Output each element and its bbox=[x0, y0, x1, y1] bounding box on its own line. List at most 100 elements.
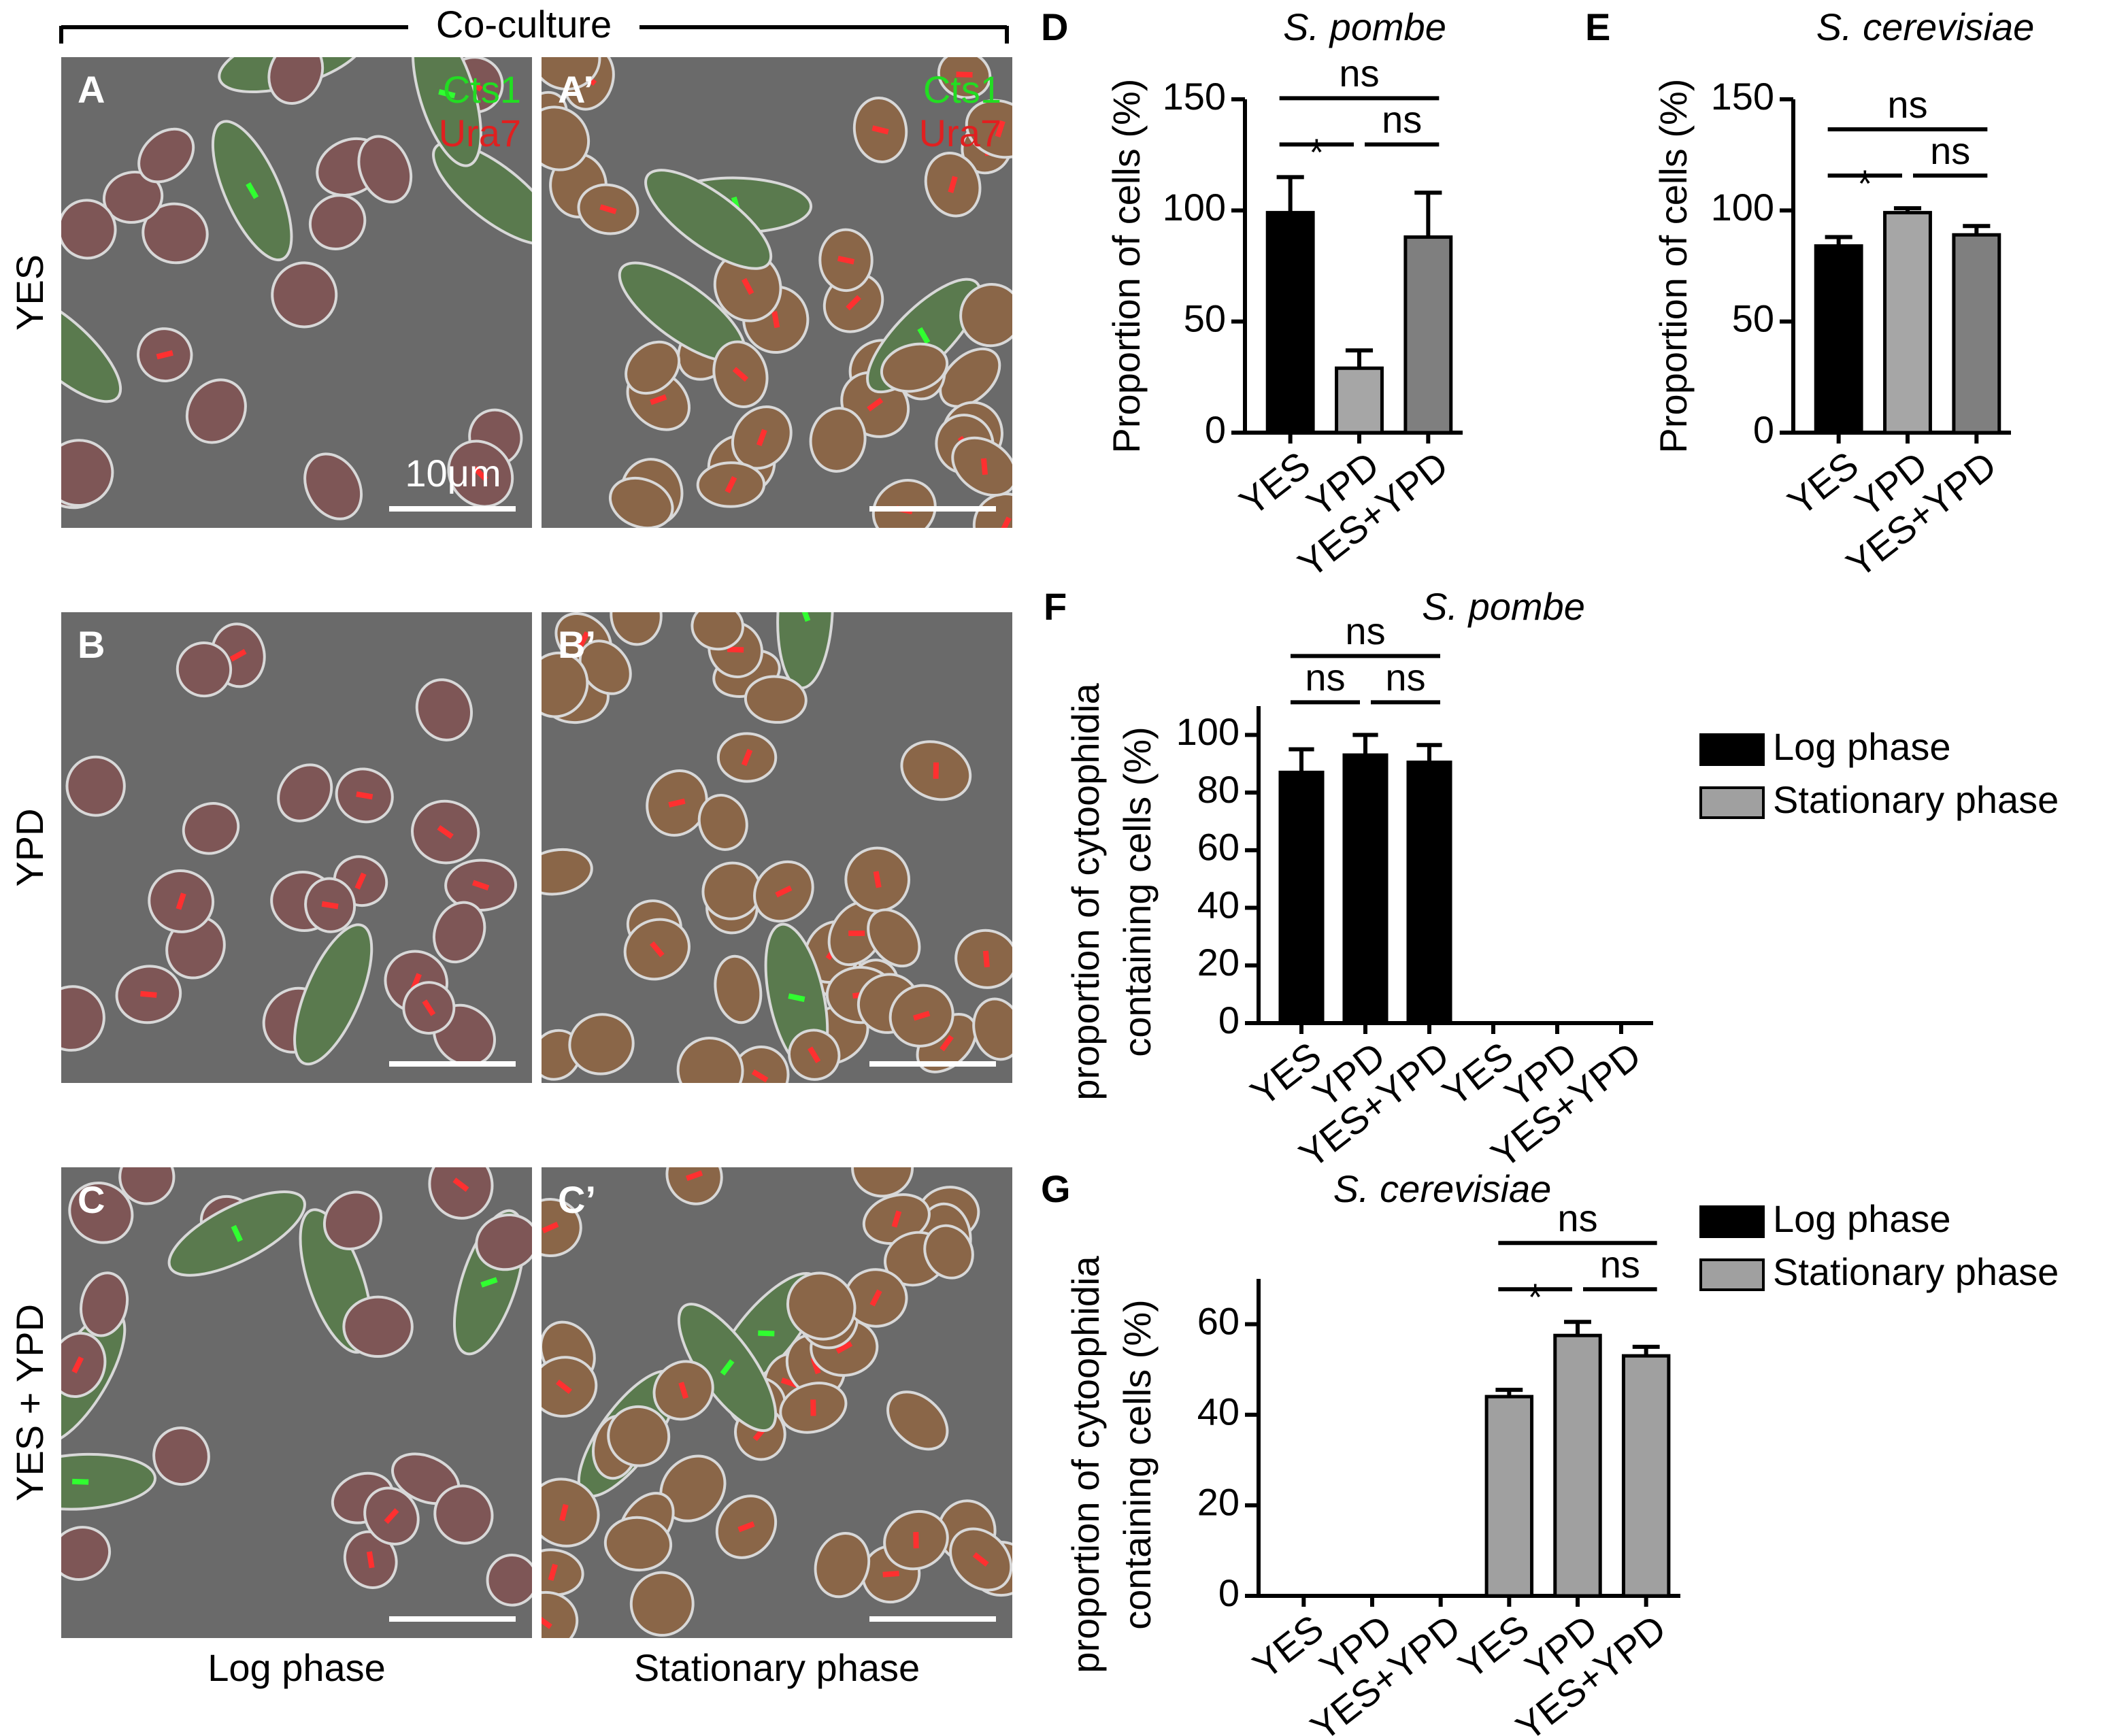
cytoophidium bbox=[848, 930, 865, 936]
cytoophidium bbox=[982, 950, 990, 968]
cytoophidium bbox=[650, 394, 667, 405]
significance-label: ns bbox=[1930, 129, 1970, 172]
y-tick-label: 50 bbox=[1184, 297, 1226, 339]
cell bbox=[959, 283, 1012, 348]
y-tick-label: 40 bbox=[1197, 883, 1240, 926]
cytoophidium bbox=[913, 1010, 931, 1021]
column-label: Log phase bbox=[207, 1646, 386, 1689]
y-tick-label: 60 bbox=[1197, 1299, 1240, 1342]
x-tick-label: YES bbox=[1245, 1606, 1331, 1687]
cell bbox=[744, 675, 808, 724]
y-axis-label: proportion of cytoophidia bbox=[1064, 1256, 1107, 1673]
micrograph: C’ bbox=[542, 1167, 1012, 1638]
y-axis-label: Proportion of cells (%) bbox=[1105, 79, 1148, 454]
cytoophidium bbox=[384, 1508, 399, 1524]
cytoophidium bbox=[913, 1532, 919, 1549]
cytoophidium bbox=[741, 748, 753, 767]
cell bbox=[880, 342, 949, 393]
cell bbox=[185, 378, 247, 444]
cytoophidium bbox=[72, 1478, 89, 1485]
cell bbox=[80, 1271, 129, 1337]
cytoophidium bbox=[917, 327, 931, 344]
cell bbox=[142, 202, 209, 265]
cell bbox=[176, 641, 233, 698]
cytoophidium bbox=[758, 1330, 775, 1337]
bar bbox=[1553, 1333, 1602, 1598]
y-tick-label: 80 bbox=[1197, 768, 1240, 811]
cytoophidium bbox=[156, 350, 173, 360]
cytoophidium bbox=[788, 993, 805, 1003]
significance-label: ns bbox=[1887, 83, 1927, 126]
cytoophidium bbox=[452, 1178, 469, 1192]
cell bbox=[814, 1531, 871, 1599]
cell bbox=[433, 1484, 494, 1545]
micrograph-bg bbox=[61, 1167, 532, 1638]
significance-label: * bbox=[1309, 131, 1324, 173]
cytoophidium bbox=[810, 1399, 816, 1416]
cytoophidium bbox=[422, 999, 436, 1016]
chart-title: S. cerevisiae bbox=[1333, 1167, 1552, 1210]
row-label: YPD bbox=[8, 808, 51, 886]
bar bbox=[1265, 211, 1315, 435]
cells bbox=[61, 1167, 532, 1607]
cytoophidium bbox=[480, 1277, 498, 1288]
cell bbox=[415, 678, 473, 741]
micrograph: B’ bbox=[542, 612, 1012, 1083]
y-tick-label: 100 bbox=[1176, 710, 1240, 753]
cell bbox=[271, 261, 338, 329]
panel-letter: C bbox=[78, 1178, 105, 1221]
cell bbox=[714, 954, 763, 1024]
cell bbox=[809, 407, 867, 473]
cells bbox=[542, 1167, 1012, 1638]
cytoophidium bbox=[542, 1222, 559, 1234]
cytoophidium bbox=[882, 1571, 899, 1578]
header: Co-culture bbox=[436, 3, 612, 46]
cytoophidium bbox=[867, 397, 884, 412]
scale-label: 10μm bbox=[405, 452, 501, 495]
row-label: YES + YPD bbox=[8, 1304, 51, 1501]
legend-label: Log phase bbox=[1773, 1197, 1951, 1240]
y-tick-label: 0 bbox=[1218, 999, 1240, 1041]
cell bbox=[475, 1213, 532, 1271]
cytoophidium bbox=[246, 182, 259, 199]
cell bbox=[357, 135, 413, 203]
panel-letter: B’ bbox=[558, 623, 596, 666]
cytoophidium bbox=[599, 204, 617, 214]
cell bbox=[152, 1426, 210, 1486]
cell bbox=[342, 1295, 414, 1358]
cell bbox=[867, 908, 921, 968]
channel-label: Cts1 bbox=[923, 68, 1001, 111]
cell bbox=[486, 1553, 532, 1607]
cell bbox=[542, 651, 589, 718]
cytoophidium bbox=[810, 1356, 821, 1375]
panel-letter: B bbox=[78, 623, 105, 666]
y-tick-label: 150 bbox=[1711, 75, 1774, 118]
cell bbox=[644, 169, 773, 270]
cytoophidium bbox=[751, 1069, 769, 1083]
y-tick-label: 0 bbox=[1753, 408, 1774, 451]
y-tick-label: 60 bbox=[1197, 826, 1240, 869]
cytoophidium bbox=[438, 89, 456, 99]
cytoophidium bbox=[727, 646, 744, 653]
cell bbox=[851, 1167, 914, 1198]
cell bbox=[65, 755, 126, 817]
y-tick-label: 100 bbox=[1711, 186, 1774, 229]
y-tick-label: 100 bbox=[1163, 186, 1226, 229]
legend-label: Stationary phase bbox=[1773, 1250, 2059, 1293]
cell bbox=[267, 57, 325, 105]
legend-swatch bbox=[1699, 733, 1765, 766]
cytoophidium bbox=[71, 1356, 84, 1373]
cell bbox=[542, 105, 591, 171]
cell bbox=[568, 1013, 635, 1075]
cell bbox=[61, 985, 105, 1052]
cytoophidium bbox=[471, 880, 490, 891]
cytoophidium bbox=[140, 990, 157, 998]
bar bbox=[1406, 761, 1452, 1025]
cell bbox=[61, 292, 122, 403]
column-label: Stationary phase bbox=[634, 1646, 920, 1689]
cytoophidium bbox=[737, 1521, 755, 1533]
cell bbox=[972, 997, 1012, 1061]
cytoophidium bbox=[176, 892, 186, 910]
